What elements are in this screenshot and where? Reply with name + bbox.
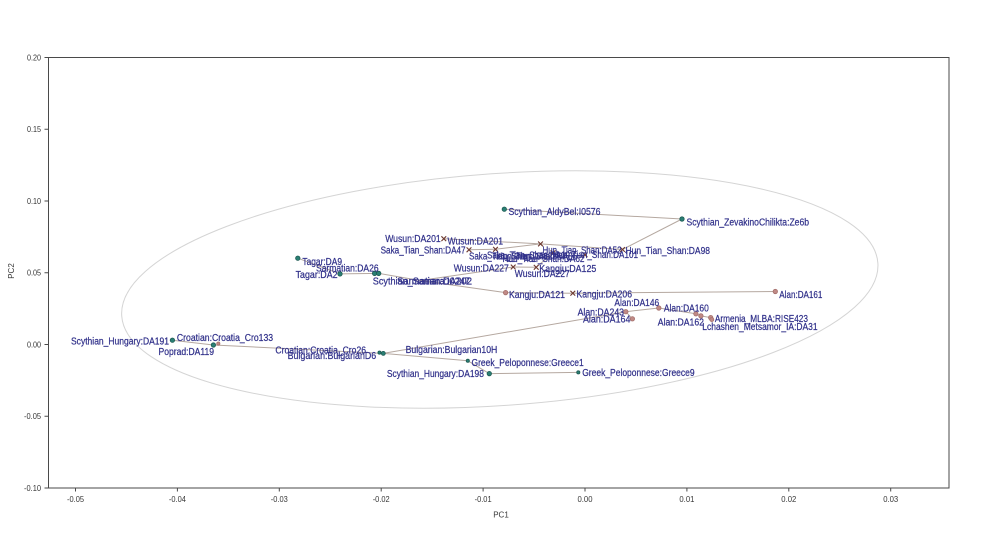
- svg-text:Bulgarian:BulgarianD6: Bulgarian:BulgarianD6: [288, 351, 377, 362]
- svg-text:Greek_Peloponnese:Greece9: Greek_Peloponnese:Greece9: [582, 368, 695, 379]
- svg-text:-0.05: -0.05: [24, 412, 42, 421]
- svg-text:-0.04: -0.04: [169, 495, 187, 504]
- svg-text:-0.05: -0.05: [67, 495, 85, 504]
- svg-text:0.20: 0.20: [27, 53, 41, 62]
- svg-text:0.03: 0.03: [883, 495, 899, 504]
- svg-text:Wusun:DA201: Wusun:DA201: [385, 234, 441, 245]
- svg-text:Bulgarian:Bulgarian10H: Bulgarian:Bulgarian10H: [406, 345, 498, 356]
- svg-text:Scythian_ZevakinoChilikta:Ze6b: Scythian_ZevakinoChilikta:Ze6b: [687, 218, 810, 229]
- svg-text:Scythian_Hungary:DA198: Scythian_Hungary:DA198: [387, 369, 484, 380]
- svg-text:0.01: 0.01: [679, 495, 695, 504]
- svg-text:Tagar:DA2: Tagar:DA2: [296, 270, 338, 281]
- svg-text:0.00: 0.00: [27, 340, 41, 349]
- svg-text:Greek_Peloponnese:Greece1: Greek_Peloponnese:Greece1: [472, 358, 585, 369]
- svg-text:Kangju:DA121: Kangju:DA121: [509, 290, 565, 301]
- svg-text:-0.03: -0.03: [271, 495, 289, 504]
- svg-text:Hun_Tian_Shan:DA98: Hun_Tian_Shan:DA98: [626, 246, 711, 257]
- svg-text:Scythian_Hungary:DA191: Scythian_Hungary:DA191: [71, 336, 169, 347]
- svg-text:Croatian:Croatia_Cro133: Croatian:Croatia_Cro133: [177, 333, 274, 344]
- svg-text:Wusun:DA227: Wusun:DA227: [515, 269, 570, 280]
- svg-text:PC1: PC1: [493, 511, 509, 520]
- svg-text:Poprad:DA119: Poprad:DA119: [159, 347, 215, 358]
- svg-text:Alan:DA162: Alan:DA162: [658, 317, 705, 328]
- svg-text:Lchashen_Metsamor_IA:DA31: Lchashen_Metsamor_IA:DA31: [702, 322, 818, 333]
- svg-text:Alan:DA161: Alan:DA161: [779, 290, 822, 301]
- svg-text:Sarmatian:DA202: Sarmatian:DA202: [397, 277, 472, 288]
- svg-text:Scythian_AldyBel:I0576: Scythian_AldyBel:I0576: [509, 207, 601, 218]
- svg-text:-0.10: -0.10: [24, 484, 42, 493]
- svg-text:0.05: 0.05: [27, 269, 41, 278]
- svg-text:0.15: 0.15: [27, 125, 41, 134]
- svg-text:0.02: 0.02: [781, 495, 797, 504]
- svg-text:Alan:DA160: Alan:DA160: [664, 304, 709, 315]
- svg-text:0.10: 0.10: [27, 197, 41, 206]
- svg-text:Wusun:DA227: Wusun:DA227: [454, 264, 509, 275]
- svg-text:-0.02: -0.02: [373, 495, 391, 504]
- svg-text:-0.01: -0.01: [475, 495, 493, 504]
- svg-text:PC2: PC2: [7, 263, 16, 279]
- svg-text:Alan:DA164: Alan:DA164: [583, 315, 631, 326]
- svg-text:Saka_Tian_Shan:DA47: Saka_Tian_Shan:DA47: [381, 245, 466, 256]
- svg-text:0.00: 0.00: [578, 495, 594, 504]
